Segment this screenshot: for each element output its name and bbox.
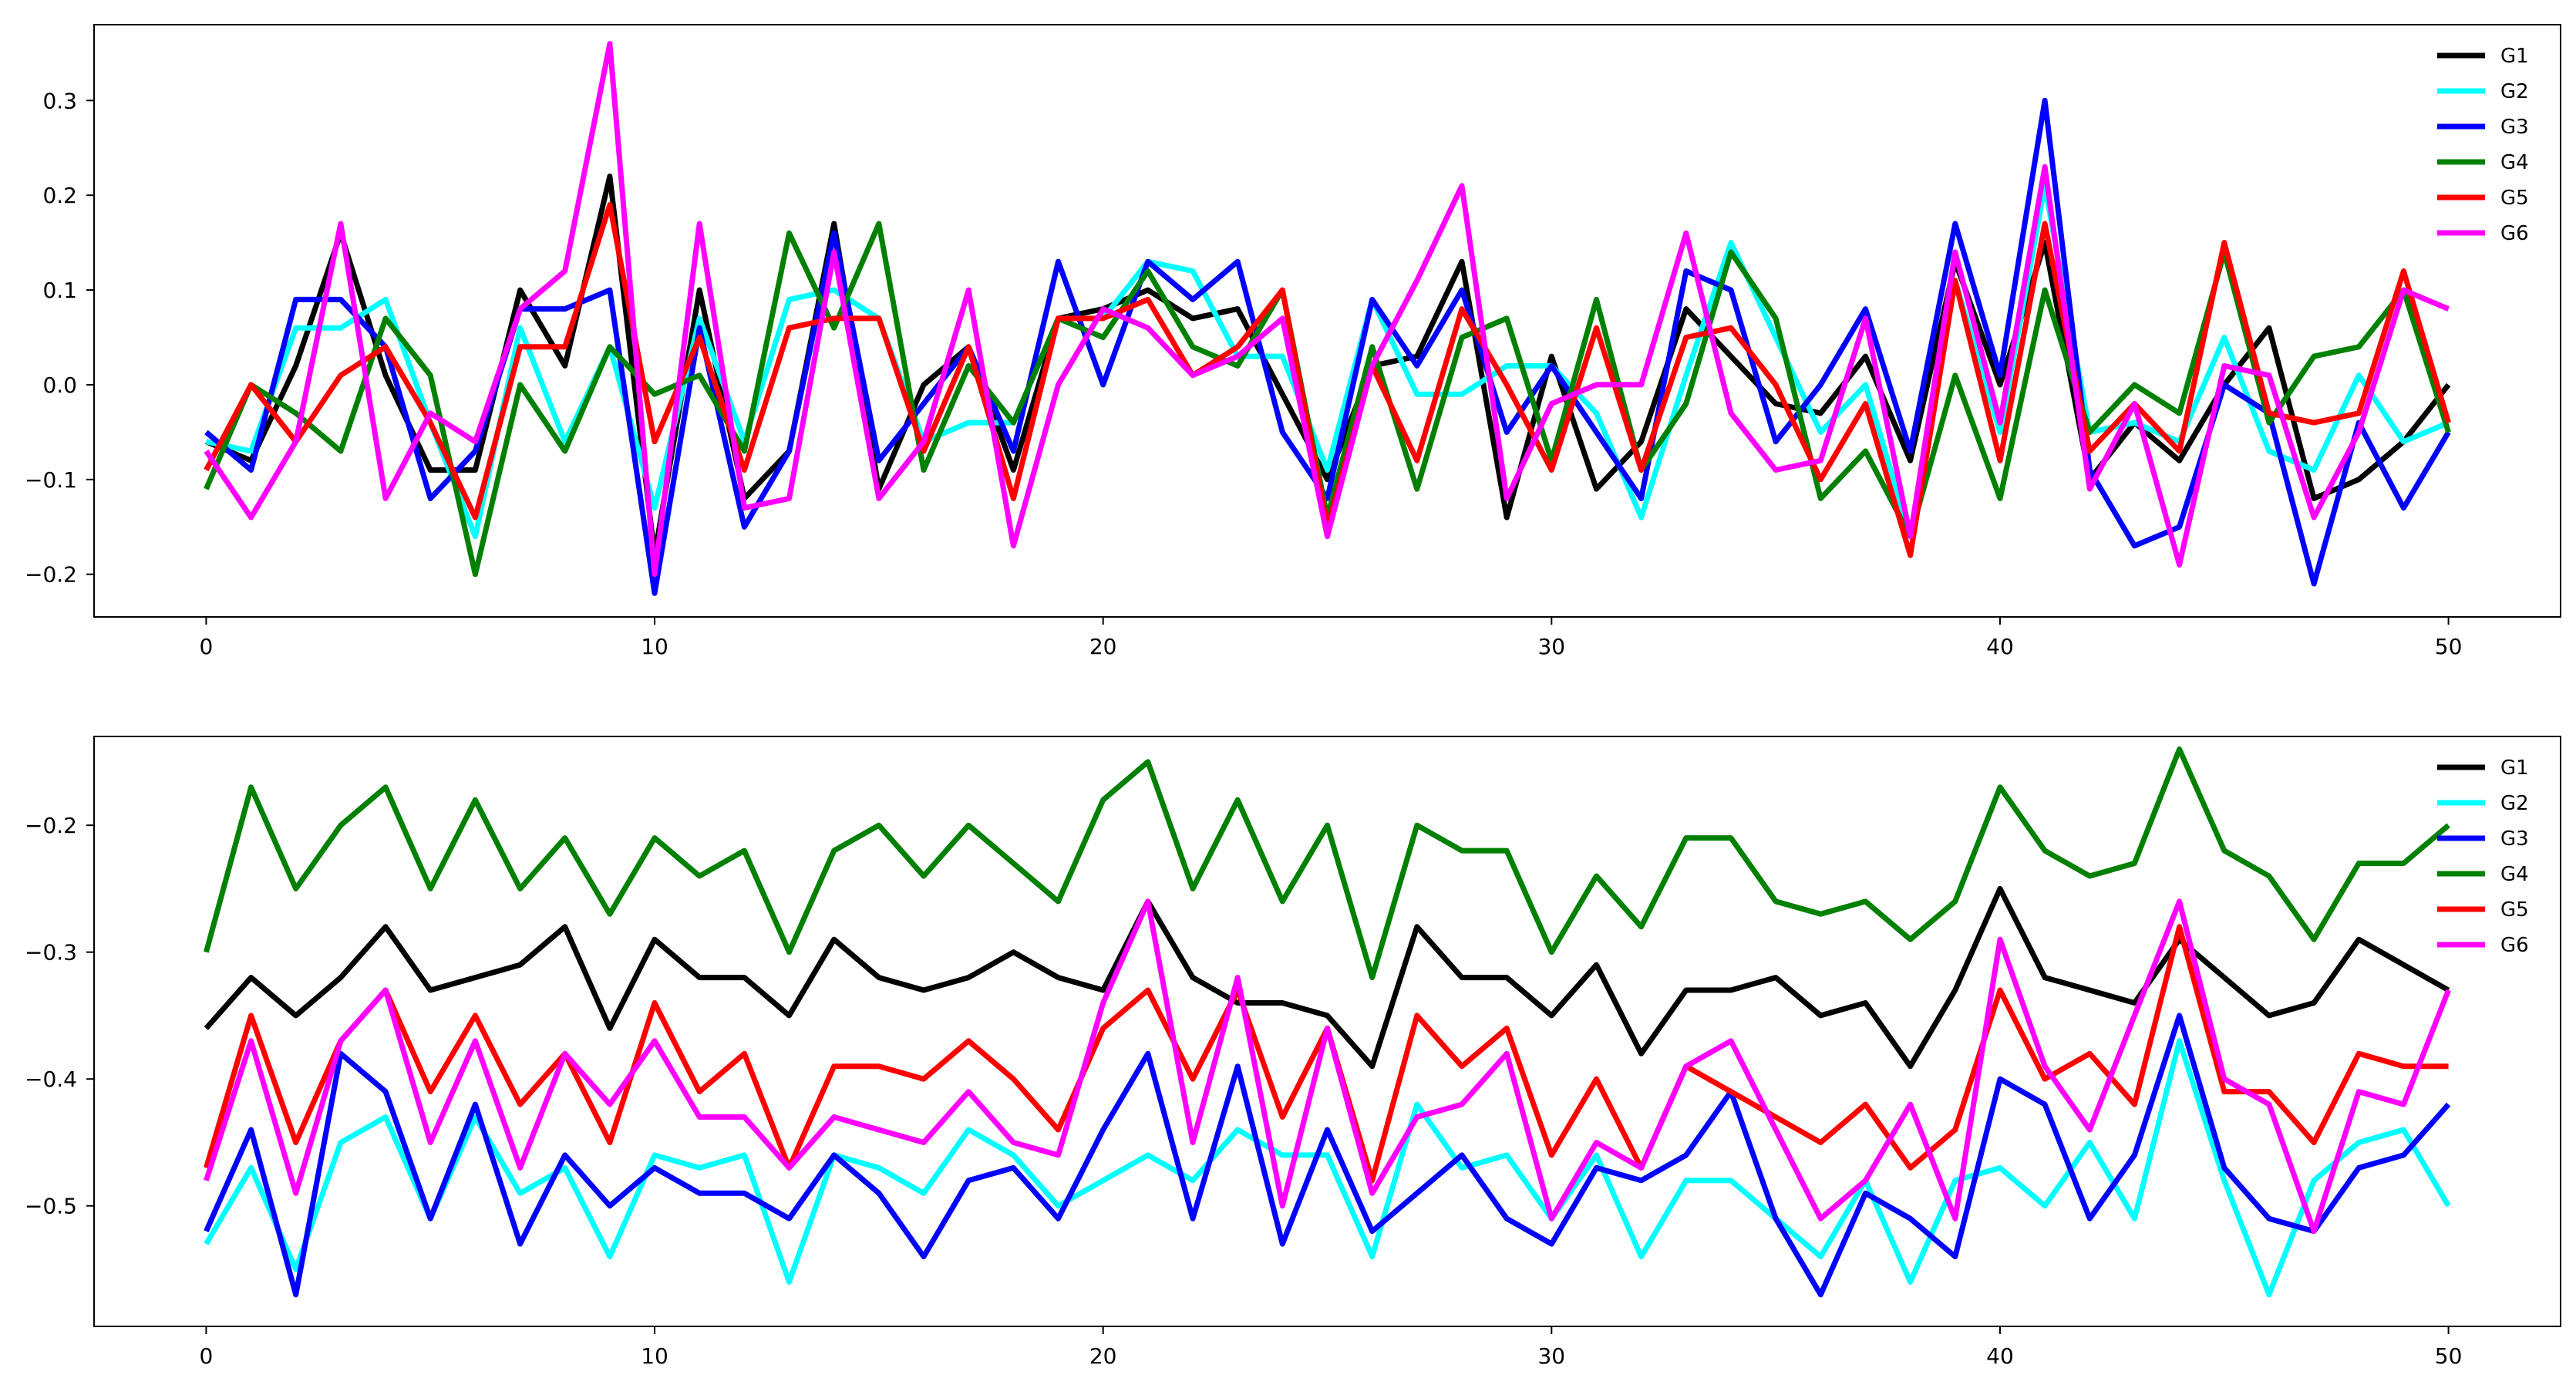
x-tick-label: 50: [2435, 634, 2463, 659]
legend-label-g1: G1: [2500, 45, 2529, 68]
legend: G1 G2 G3 G4 G5 G6: [2437, 757, 2529, 957]
series-line-g4: [204, 746, 2450, 981]
legend-label-g6: G6: [2500, 934, 2529, 957]
x-tick-label: 20: [1089, 634, 1117, 659]
legend-label-g5: G5: [2500, 187, 2529, 210]
legend-label-g4: G4: [2500, 151, 2529, 174]
y-tick-label: −0.2: [25, 562, 77, 588]
x-tick-label: 0: [199, 1343, 213, 1369]
y-tick-label: −0.4: [25, 1067, 77, 1092]
x-tick-label: 20: [1089, 1343, 1117, 1369]
x-tick-label: 40: [1986, 1343, 2014, 1369]
y-tick-label: −0.3: [25, 940, 77, 965]
legend-label-g5: G5: [2500, 898, 2529, 922]
y-tick-label: 0.0: [42, 372, 77, 398]
y-tick-label: 0.3: [42, 88, 77, 113]
y-tick-label: 0.1: [42, 278, 77, 303]
legend-label-g6: G6: [2500, 222, 2529, 245]
x-tick-label: 50: [2435, 1343, 2463, 1369]
legend-label-g3: G3: [2500, 116, 2529, 139]
bottom-panel: 0 10 20 30 40 50 −0.5 −0.4 −0.3 −0.2 G1 G2 G3 G4 G5 G6: [25, 736, 2561, 1369]
legend-label-g3: G3: [2500, 827, 2529, 851]
axes-frame: [93, 736, 2561, 1327]
series-line-g6: [204, 41, 2450, 578]
top-panel: 0 10 20 30 40 50−0.2−0.10.00.10.20.3G1G2G3G4G…: [25, 24, 2561, 659]
axes-frame: [93, 24, 2561, 618]
y-tick-label: −0.5: [25, 1194, 77, 1219]
legend-label-g4: G4: [2500, 863, 2529, 886]
x-tick-label: 10: [641, 634, 668, 659]
legend-label-g2: G2: [2500, 792, 2529, 815]
y-tick-label: −0.2: [25, 813, 77, 838]
series-line-g1: [204, 885, 2450, 1070]
legend: G1 G2 G3 G4 G5 G6: [2437, 45, 2529, 245]
y-tick-label: −0.1: [25, 467, 77, 493]
series-line-g6: [204, 898, 2451, 1235]
x-tick-label: 40: [1986, 634, 2014, 659]
series-line-g2: [204, 1038, 2451, 1298]
series-line-g3: [204, 1013, 2451, 1298]
x-tick-label: 30: [1537, 634, 1565, 659]
x-tick-label: 10: [641, 1343, 668, 1369]
legend-label-g2: G2: [2500, 80, 2529, 103]
x-tick-label: 30: [1537, 1343, 1565, 1369]
legend-label-g1: G1: [2500, 757, 2529, 780]
x-tick-label: 0: [199, 634, 213, 659]
y-tick-label: 0.2: [42, 183, 77, 208]
